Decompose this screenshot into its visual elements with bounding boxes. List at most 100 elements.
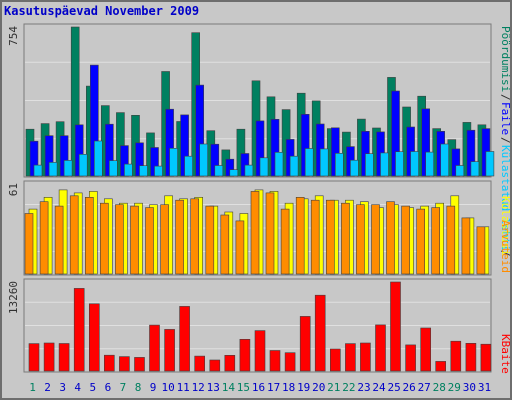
bar-arvuteid-10 [160, 204, 169, 275]
x-tick-label-day-9: 9 [150, 381, 157, 394]
bar-arvuteid-2 [39, 201, 49, 275]
bar-külastatudlehti-8 [139, 165, 148, 177]
bar-arvuteid-4 [69, 195, 79, 275]
x-tick-label-day-19: 19 [297, 381, 310, 394]
bar-külastatudlehti-16 [259, 157, 269, 177]
x-tick-label-day-2: 2 [44, 381, 51, 394]
bar-kbaite-21 [329, 348, 341, 372]
bar-arvuteid-1 [24, 213, 34, 275]
x-tick-label-day-26: 26 [402, 381, 415, 394]
x-tick-label-day-18: 18 [282, 381, 295, 394]
bar-külastatudlehti-4 [78, 154, 88, 177]
bar-külastatudlehti-23 [365, 153, 374, 177]
bar-külastatudlehti-14 [229, 169, 239, 177]
bar-kbaite-7 [119, 356, 130, 372]
bar-külastatudlehti-7 [124, 163, 133, 177]
x-tick-label-day-23: 23 [357, 381, 370, 394]
bar-arvuteid-14 [220, 214, 230, 275]
x-tick-label-day-24: 24 [372, 381, 386, 394]
bar-külastatudlehti-3 [63, 160, 73, 177]
bar-kbaite-30 [465, 342, 477, 372]
axis-max-label: 13260 [7, 281, 20, 314]
bar-kbaite-3 [58, 343, 70, 372]
bar-külastatudlehti-10 [169, 148, 178, 177]
x-tick-label-day-1: 1 [29, 381, 36, 394]
x-tick-label-day-17: 17 [267, 381, 280, 394]
bar-külastatudlehti-31 [485, 151, 495, 177]
bar-kbaite-28 [435, 361, 447, 372]
legend-kbaite: KBaite [499, 334, 512, 374]
bar-kbaite-29 [450, 340, 462, 372]
legend-arvuteid: Arvuteid [499, 220, 512, 273]
x-tick-label-day-29: 29 [448, 381, 461, 394]
bar-kbaite-11 [179, 306, 190, 372]
x-tick-label-day-7: 7 [120, 381, 127, 394]
bar-kbaite-2 [43, 342, 55, 372]
x-tick-label-day-11: 11 [177, 381, 190, 394]
legend-separator: / [499, 137, 512, 144]
bar-arvuteid-15 [235, 220, 245, 275]
bar-külastatudlehti-13 [214, 165, 224, 177]
x-tick-label-day-20: 20 [312, 381, 325, 394]
bar-külastatudlehti-15 [244, 164, 254, 177]
bar-arvuteid-29 [446, 205, 456, 275]
bar-külastatudlehti-20 [319, 148, 329, 177]
bar-kbaite-27 [420, 327, 432, 372]
bar-arvuteid-13 [205, 205, 215, 275]
bar-arvuteid-5 [85, 197, 94, 275]
bar-külastatudlehti-9 [154, 165, 163, 177]
legend-separator: / [499, 250, 512, 257]
bar-arvuteid-19 [295, 197, 305, 275]
bar-kbaite-10 [164, 329, 175, 372]
x-tick-label-day-30: 30 [463, 381, 476, 394]
legend-poordumisi: Pöördumisi [499, 26, 512, 92]
bar-külastatudlehti-27 [425, 151, 435, 177]
bar-külastatudlehti-6 [109, 160, 118, 177]
bar-arvuteid-23 [356, 204, 365, 275]
bar-arvuteid-11 [175, 199, 184, 275]
bar-kbaite-8 [134, 357, 145, 372]
bar-külastatudlehti-18 [289, 155, 299, 177]
x-tick-label-day-5: 5 [89, 381, 96, 394]
bar-arvuteid-7 [115, 204, 124, 275]
x-tick-label-day-28: 28 [433, 381, 446, 394]
bar-kbaite-13 [209, 359, 221, 372]
bar-külastatudlehti-30 [470, 161, 480, 177]
bar-arvuteid-16 [250, 191, 260, 275]
bar-külastatudlehti-5 [94, 140, 103, 177]
bar-kbaite-4 [73, 288, 85, 372]
bar-kbaite-25 [390, 281, 401, 372]
bar-arvuteid-3 [54, 205, 64, 275]
page-title: Kasutuspäevad November 2009 [4, 4, 200, 18]
bar-arvuteid-6 [100, 202, 109, 275]
x-tick-label-day-21: 21 [327, 381, 340, 394]
x-tick-label-day-12: 12 [192, 381, 205, 394]
bar-kbaite-31 [480, 343, 492, 372]
bar-külastatudlehti-22 [350, 159, 359, 177]
bar-kbaite-22 [345, 343, 356, 372]
bar-kbaite-5 [89, 303, 100, 372]
bar-arvuteid-30 [461, 217, 471, 275]
bar-arvuteid-25 [386, 201, 395, 275]
bar-külastatudlehti-19 [304, 148, 314, 177]
legend-faile: Faile [499, 102, 512, 135]
bar-arvuteid-21 [325, 199, 335, 275]
x-tick-label-day-4: 4 [74, 381, 81, 394]
x-tick-label-day-25: 25 [387, 381, 400, 394]
bar-arvuteid-28 [431, 207, 441, 275]
x-tick-label-day-31: 31 [478, 381, 491, 394]
x-tick-label-day-14: 14 [222, 381, 236, 394]
legend-kylastusi: Külastusi [499, 196, 512, 256]
bar-arvuteid-9 [145, 207, 154, 275]
bar-kbaite-12 [194, 355, 205, 372]
bar-arvuteid-18 [280, 208, 290, 275]
bar-külastatudlehti-28 [440, 143, 450, 177]
bar-arvuteid-26 [401, 205, 410, 275]
bar-külastatudlehti-11 [184, 155, 193, 177]
bar-kbaite-26 [405, 344, 416, 372]
x-tick-label-day-3: 3 [59, 381, 66, 394]
bar-arvuteid-24 [371, 204, 380, 275]
bar-kbaite-1 [28, 343, 40, 372]
bar-kbaite-24 [375, 324, 386, 372]
